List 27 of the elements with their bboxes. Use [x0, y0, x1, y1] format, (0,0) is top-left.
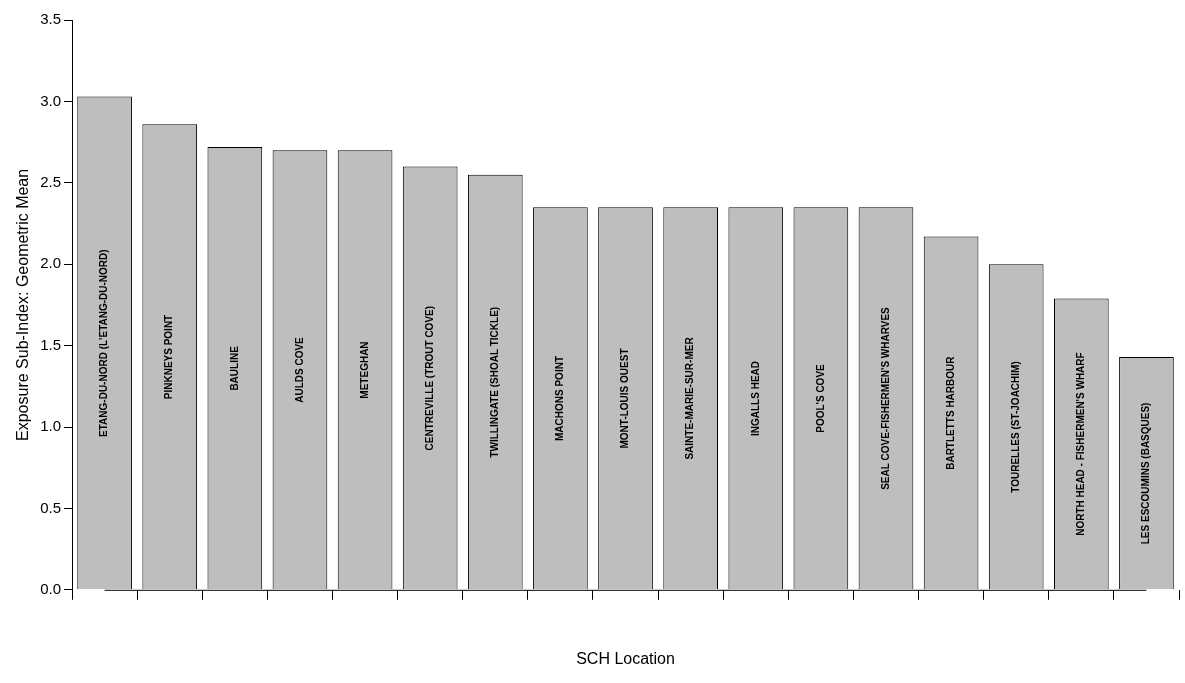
y-tick-label: 1.0 — [40, 417, 62, 435]
x-tick-label: LES ESCOUMINS (BASQUES) — [1140, 402, 1152, 545]
x-tick-label: PINKNEYS POINT — [163, 314, 175, 400]
x-tick-label: BARTLETTS HARBOUR — [944, 355, 956, 470]
y-tick-label: 3.0 — [40, 91, 62, 109]
x-tick-label: TOURELLES (ST-JOACHIM) — [1009, 361, 1021, 493]
x-tick-label: METEGHAN — [358, 341, 370, 399]
x-axis-title: SCH Location — [576, 649, 675, 667]
y-axis-title: Exposure Sub-Index: Geometric Mean — [14, 168, 32, 441]
y-tick-label: 3.5 — [40, 10, 62, 28]
y-tick-label: 2.5 — [40, 172, 62, 190]
x-tick-label: SEAL COVE-FISHERMEN'S WHARVES — [879, 306, 891, 490]
x-tick-label: ETANG-DU-NORD (L'ETANG-DU-NORD) — [98, 249, 110, 437]
y-tick-label: 2.0 — [40, 254, 62, 272]
x-tick-label: MONT-LOUIS OUEST — [619, 348, 631, 449]
x-tick-label: NORTH HEAD - FISHERMEN'S WHARF — [1075, 352, 1087, 536]
x-tick-label: INGALLS HEAD — [749, 361, 761, 437]
y-tick-label: 0.0 — [40, 579, 62, 597]
y-tick-label: 0.5 — [40, 498, 62, 516]
x-tick-label: AULDS COVE — [293, 336, 305, 403]
x-tick-label: MACHONS POINT — [554, 356, 566, 442]
x-tick-label: CENTREVILLE (TROUT COVE) — [423, 305, 435, 451]
x-tick-label: SAINTE-MARIE-SUR-MER — [684, 336, 696, 460]
x-tick-label: POOL'S COVE — [814, 363, 826, 433]
y-tick-label: 1.5 — [40, 335, 62, 353]
x-tick-label: TWILLINGATE (SHOAL TICKLE) — [489, 306, 501, 458]
x-tick-label: BAULINE — [228, 345, 240, 391]
